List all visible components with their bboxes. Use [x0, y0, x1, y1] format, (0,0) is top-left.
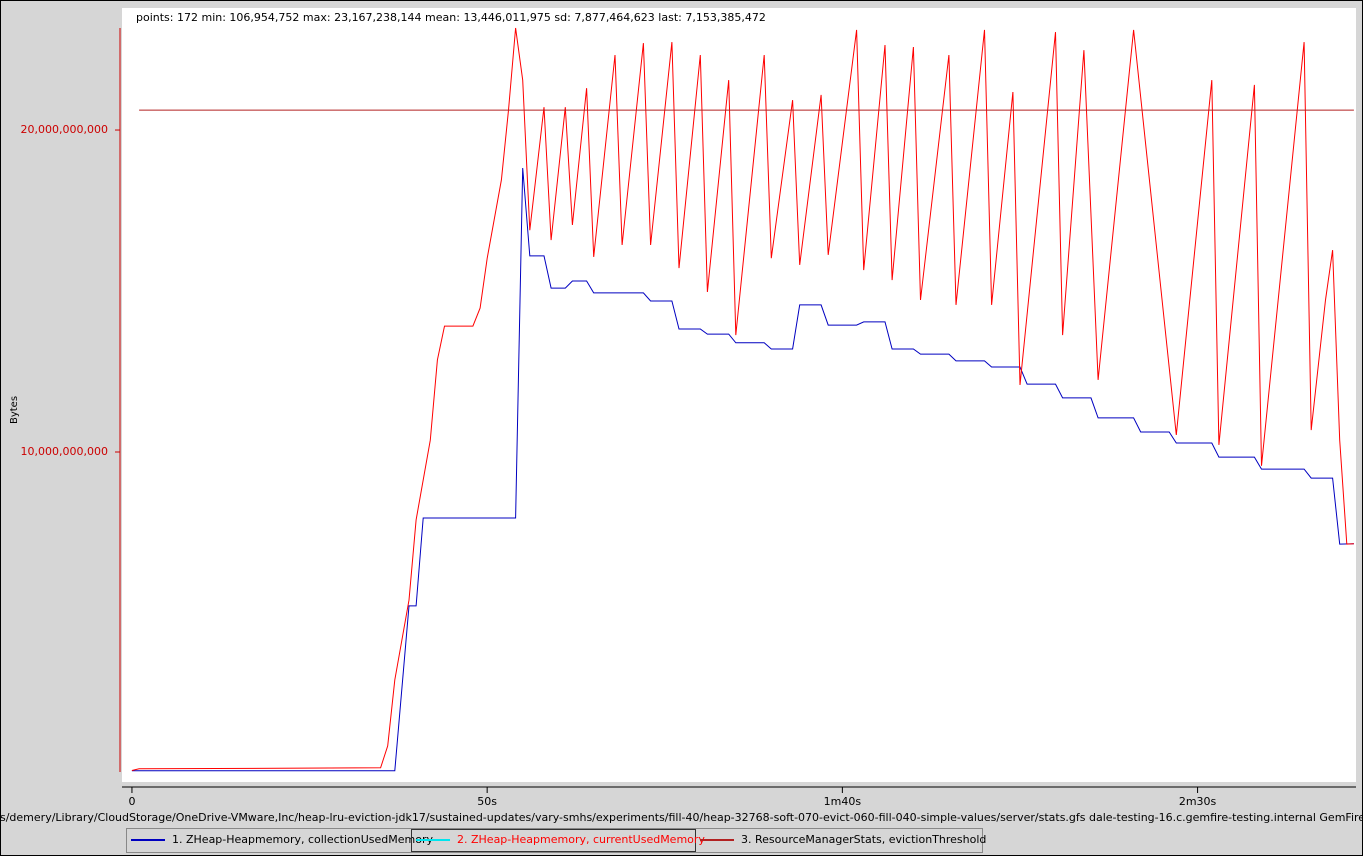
series-line: [131, 27, 1354, 771]
source-path: s/demery/Library/CloudStorage/OneDrive-V…: [0, 811, 1363, 824]
legend-label[interactable]: 3. ResourceManagerStats, evictionThresho…: [741, 833, 986, 846]
x-tick-label: 0: [128, 795, 135, 808]
y-axis-label: Bytes: [9, 396, 20, 424]
x-tick-label: 2m30s: [1179, 795, 1217, 808]
legend: [126, 828, 983, 853]
x-tick-label: 50s: [477, 795, 497, 808]
x-tick-label: 1m40s: [824, 795, 862, 808]
legend-selection: [411, 829, 696, 852]
series-line: [131, 167, 1354, 772]
plot-area: [122, 8, 1356, 782]
legend-label[interactable]: 1. ZHeap-Heapmemory, collectionUsedMemor…: [172, 833, 434, 846]
y-tick-label: 20,000,000,000: [21, 123, 108, 136]
y-tick-label: 10,000,000,000: [21, 445, 108, 458]
chart-stats: points: 172 min: 106,954,752 max: 23,167…: [136, 11, 766, 24]
legend-label[interactable]: 2. ZHeap-Heapmemory, currentUsedMemory: [457, 833, 705, 846]
